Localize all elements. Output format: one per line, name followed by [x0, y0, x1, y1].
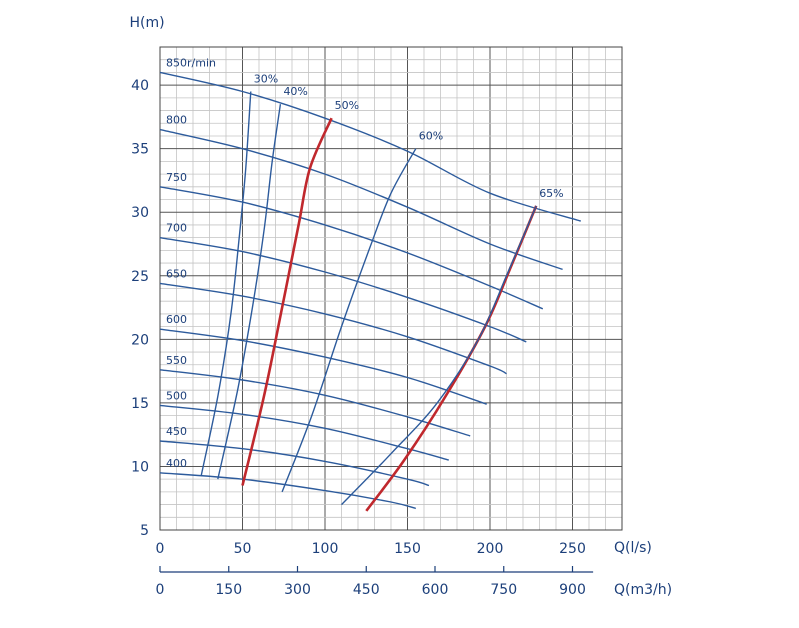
x2-tick-label: 300	[284, 582, 311, 598]
x2-tick-label: 750	[490, 582, 517, 598]
speed-curve-8	[159, 440, 430, 487]
speed-curve-2	[159, 186, 544, 310]
efficiency-curve-5	[340, 205, 537, 506]
speed-curve-6	[159, 369, 471, 437]
x-tick-label: 50	[234, 541, 252, 557]
y-tick-label: 20	[131, 332, 149, 348]
x2-axis-label: Q(m3/h)	[614, 582, 672, 598]
speed-curve-label: 850r/min	[166, 56, 216, 69]
x-axis-label: Q(l/s)	[614, 540, 652, 556]
speed-curve-7	[159, 404, 449, 461]
efficiency-curve-label: 30%	[254, 72, 278, 85]
y-tick-label: 5	[140, 523, 149, 539]
x-tick-label: 250	[559, 541, 586, 557]
y-tick-label: 10	[131, 459, 149, 475]
x2-tick-label: 450	[353, 582, 380, 598]
grid	[159, 46, 623, 531]
speed-curve-5	[159, 328, 487, 405]
x2-tick-label: 600	[422, 582, 449, 598]
speed-curve-label: 500	[166, 389, 187, 402]
speed-curve-label: 550	[166, 354, 187, 367]
efficiency-curve-0	[200, 91, 252, 476]
speed-curve-label: 650	[166, 267, 187, 280]
speed-curve-9	[159, 472, 416, 510]
x-tick-label: 100	[312, 541, 339, 557]
speed-curve-0	[159, 71, 582, 222]
y-tick-label: 35	[131, 142, 149, 158]
y-tick-label: 15	[131, 396, 149, 412]
efficiency-curve-label: 50%	[335, 99, 359, 112]
x2-tick-label: 150	[215, 582, 242, 598]
speed-curve-label: 800	[166, 114, 187, 127]
speed-curve-label: 450	[166, 425, 187, 438]
efficiency-curve-label: 65%	[539, 187, 563, 200]
y-tick-label: 30	[131, 205, 149, 221]
speed-curve-label: 700	[166, 222, 187, 235]
efficiency-curve-2	[241, 117, 333, 486]
speed-curve-label: 400	[166, 457, 187, 470]
y-tick-label: 25	[131, 269, 149, 285]
x2-tick-label: 0	[156, 582, 165, 598]
efficiency-curve-label: 40%	[283, 85, 307, 98]
y-tick-label: 40	[131, 78, 149, 94]
plot-frame	[159, 46, 623, 531]
y-axis-label: H(m)	[129, 15, 164, 31]
speed-curve-label: 750	[166, 171, 187, 184]
speed-curve-label: 600	[166, 313, 187, 326]
x2-tick-label: 900	[559, 582, 586, 598]
x-tick-label: 0	[156, 541, 165, 557]
x-tick-label: 150	[394, 541, 421, 557]
x-tick-label: 200	[477, 541, 504, 557]
speed-curve-1	[159, 128, 563, 271]
efficiency-curve-label: 60%	[419, 130, 443, 143]
efficiency-curve-1	[217, 104, 282, 480]
efficiency-curve-3	[281, 148, 417, 493]
speed-curve-4	[159, 282, 507, 375]
